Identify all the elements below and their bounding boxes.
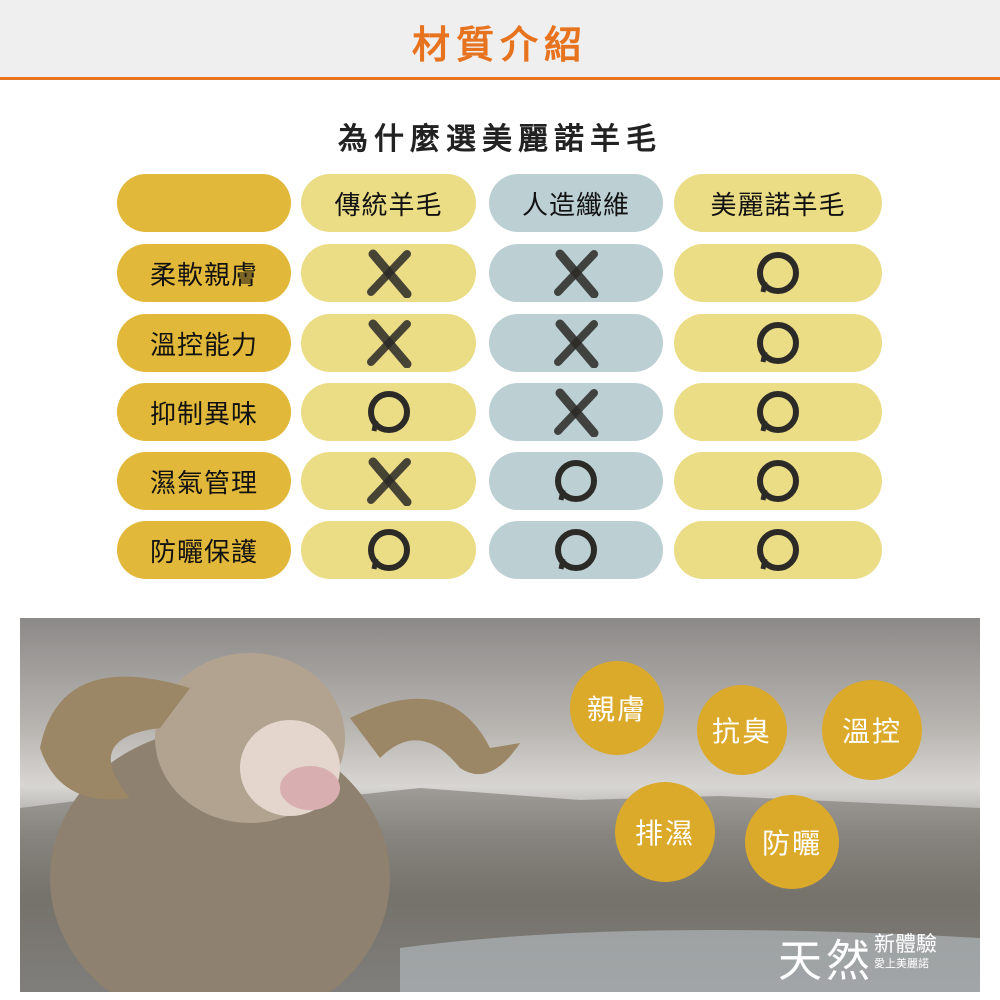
circle-icon <box>301 383 476 441</box>
column-header <box>117 174 291 232</box>
feature-bubble: 防曬 <box>745 795 839 889</box>
cross-icon <box>301 452 476 510</box>
column-header: 傳統羊毛 <box>301 174 476 232</box>
circle-icon <box>489 452 663 510</box>
section-subtitle: 為什麼選美麗諾羊毛 <box>338 122 662 157</box>
cross-icon <box>489 244 663 302</box>
circle-icon <box>674 314 882 372</box>
row-label: 抑制異味 <box>117 383 291 441</box>
tagline-main: 天然 <box>778 936 874 987</box>
tagline-small: 愛上美麗諾 <box>874 957 929 970</box>
row-label: 溫控能力 <box>117 314 291 372</box>
column-header: 人造纖維 <box>489 174 663 232</box>
page-title: 材質介紹 <box>411 23 588 67</box>
circle-icon <box>301 521 476 579</box>
header-bar: 材質介紹 <box>0 0 1000 80</box>
feature-bubble: 親膚 <box>570 661 664 755</box>
row-label: 濕氣管理 <box>117 452 291 510</box>
feature-bubble: 抗臭 <box>697 685 787 775</box>
cross-icon <box>301 244 476 302</box>
cross-icon <box>301 314 476 372</box>
circle-icon <box>674 383 882 441</box>
feature-bubble: 溫控 <box>822 680 922 780</box>
circle-icon <box>674 452 882 510</box>
column-header: 美麗諾羊毛 <box>674 174 882 232</box>
merino-sheep-photo <box>20 618 980 992</box>
row-label: 防曬保護 <box>117 521 291 579</box>
circle-icon <box>489 521 663 579</box>
cross-icon <box>489 383 663 441</box>
cross-icon <box>489 314 663 372</box>
circle-icon <box>674 244 882 302</box>
circle-icon <box>674 521 882 579</box>
tagline-sub: 新體驗 <box>874 932 937 956</box>
row-label: 柔軟親膚 <box>117 244 291 302</box>
feature-bubble: 排濕 <box>615 782 715 882</box>
